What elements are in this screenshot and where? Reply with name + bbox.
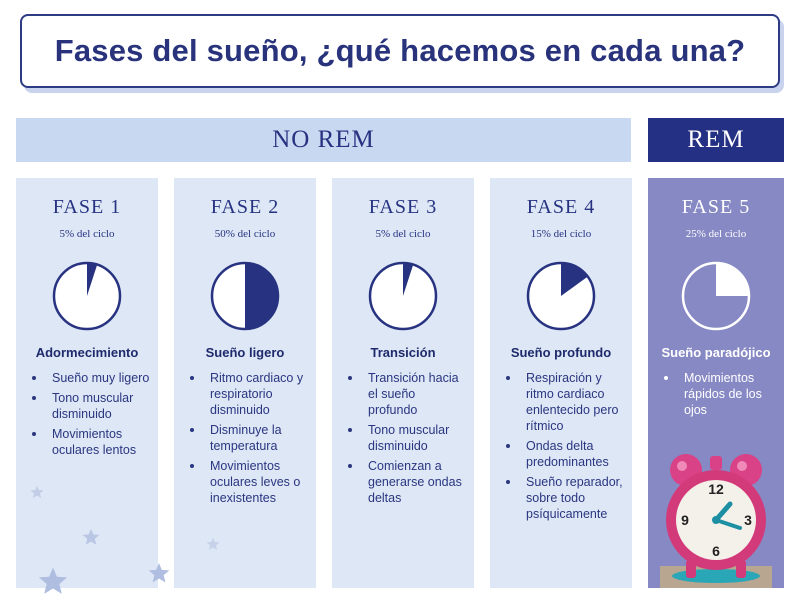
bullet-item: Sueño reparador, sobre todo psíquicament… <box>502 474 626 522</box>
phase-percent: 5% del ciclo <box>59 228 115 240</box>
page-title: Fases del sueño, ¿qué hacemos en cada un… <box>54 33 746 68</box>
pie-slice <box>87 263 98 296</box>
cycle-pie-chart <box>368 261 438 331</box>
pie-slice <box>716 263 749 296</box>
star-icon <box>38 567 68 594</box>
pie-slice <box>561 263 588 296</box>
bullet-item: Ondas delta predominantes <box>502 438 626 470</box>
phase-bullets: Transición hacia el sueño profundo Tono … <box>344 370 468 510</box>
svg-text:3: 3 <box>744 512 752 528</box>
phase-bullets: Sueño muy ligero Tono muscular disminuid… <box>28 370 152 462</box>
phase-name: Adormecimiento <box>35 345 139 360</box>
star-icon <box>148 563 170 583</box>
phase-name: Sueño profundo <box>510 345 612 360</box>
phase-percent: 15% del ciclo <box>530 228 592 240</box>
phase-name: Sueño ligero <box>205 345 285 360</box>
bullet-item: Movimientos oculares leves o inexistente… <box>186 458 310 506</box>
group-label-rem: REM <box>648 118 784 162</box>
bullet-item: Movimientos rápidos de los ojos <box>660 370 778 418</box>
svg-text:9: 9 <box>681 512 689 528</box>
phase-bullets: Respiración y ritmo cardiaco enlentecido… <box>502 370 626 526</box>
phase-title: FASE 4 <box>526 196 596 218</box>
bullet-item: Ritmo cardiaco y respiratorio disminuido <box>186 370 310 418</box>
bullet-item: Comienzan a generarse ondas deltas <box>344 458 468 506</box>
star-icon <box>82 528 100 545</box>
phase-percent: 25% del ciclo <box>685 228 747 240</box>
phase-percent: 5% del ciclo <box>375 228 431 240</box>
alarm-clock-icon: 12 3 6 9 <box>660 454 772 588</box>
bullet-item: Tono muscular disminuido <box>344 422 468 454</box>
phase-name: Transición <box>370 345 436 360</box>
phase-name: Sueño paradójico <box>661 345 771 360</box>
star-icon <box>206 537 220 551</box>
svg-text:6: 6 <box>712 543 720 559</box>
cycle-pie-chart <box>681 261 751 331</box>
bullet-item: Tono muscular disminuido <box>28 390 152 422</box>
phase-column-1: FASE 1 5% del ciclo Adormecimiento Sueño… <box>16 178 158 588</box>
pie-slice <box>403 263 414 296</box>
bullet-item: Movimientos oculares lentos <box>28 426 152 458</box>
svg-text:12: 12 <box>708 481 724 497</box>
bullet-item: Respiración y ritmo cardiaco enlentecido… <box>502 370 626 434</box>
phase-bullets: Movimientos rápidos de los ojos <box>660 370 778 422</box>
pie-slice <box>245 263 278 329</box>
phase-percent: 50% del ciclo <box>214 228 276 240</box>
cycle-pie-chart <box>210 261 280 331</box>
cycle-pie-chart <box>526 261 596 331</box>
cycle-pie-chart <box>52 261 122 331</box>
group-label-no-rem: NO REM <box>16 118 631 162</box>
star-icon <box>30 485 44 499</box>
phase-title: FASE 3 <box>368 196 438 218</box>
phase-column-4: FASE 4 15% del ciclo Sueño profundo Resp… <box>490 178 632 588</box>
bullet-item: Sueño muy ligero <box>28 370 152 386</box>
bullet-item: Transición hacia el sueño profundo <box>344 370 468 418</box>
phase-title: FASE 1 <box>52 196 122 218</box>
title-box: Fases del sueño, ¿qué hacemos en cada un… <box>20 14 780 88</box>
phase-title: FASE 2 <box>210 196 280 218</box>
phase-column-2: FASE 2 50% del ciclo Sueño ligero Ritmo … <box>174 178 316 588</box>
phase-column-3: FASE 3 5% del ciclo Transición Transició… <box>332 178 474 588</box>
bullet-item: Disminuye la temperatura <box>186 422 310 454</box>
phase-title: FASE 5 <box>681 196 751 218</box>
phase-bullets: Ritmo cardiaco y respiratorio disminuido… <box>186 370 310 510</box>
